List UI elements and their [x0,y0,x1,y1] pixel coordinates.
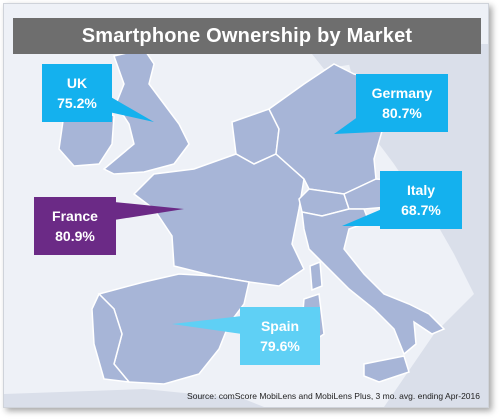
callout-uk-value: 75.2% [57,95,97,111]
map-frame: Smartphone Ownership by Market UK 75.2% … [3,3,489,408]
callout-france-pointer [114,202,184,220]
callout-germany-value: 80.7% [382,105,422,121]
corsica-shape [309,260,323,292]
germany-shape [268,63,385,195]
uk-shape [102,48,190,175]
callout-germany-pointer [334,116,376,134]
callout-spain-pointer [172,316,242,334]
callout-italy-name: Italy [406,182,435,198]
callout-france-value: 80.9% [55,228,95,244]
callout-spain: Spain 79.6% [240,307,320,365]
chart-title: Smartphone Ownership by Market [81,24,413,47]
title-bar: Smartphone Ownership by Market [13,18,481,54]
callout-uk: UK 75.2% [42,64,112,122]
callout-uk-name: UK [66,75,88,91]
callout-spain-name: Spain [260,318,300,334]
callout-germany-name: Germany [371,85,433,101]
callout-italy-pointer [342,209,382,226]
callout-uk-pointer [109,96,154,122]
land-africa-background [4,389,264,407]
callout-france: France 80.9% [34,197,116,255]
sicily-shape [363,355,410,383]
callout-spain-value: 79.6% [260,338,300,354]
callout-italy-value: 68.7% [401,202,441,218]
france-shape [132,153,305,287]
callout-france-name: France [52,208,98,224]
callout-italy: Italy 68.7% [380,171,462,229]
portugal-shape [91,292,131,383]
source-note: Source: comScore MobiLens and MobiLens P… [187,391,480,401]
callout-germany: Germany 80.7% [356,74,448,132]
